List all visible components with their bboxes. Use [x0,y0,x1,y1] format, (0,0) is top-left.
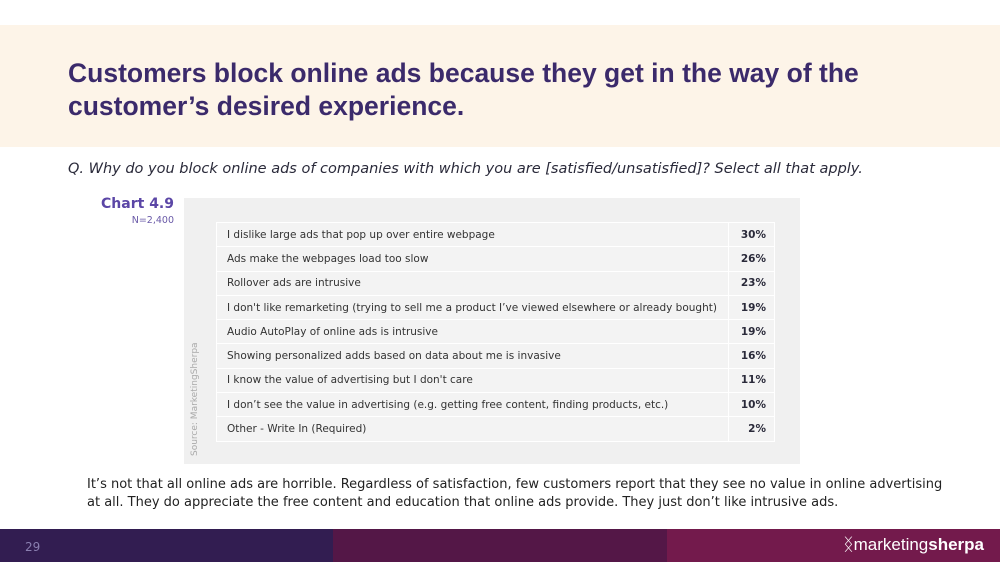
footer-bar [0,529,1000,562]
chart-label: Chart 4.9 [101,196,174,212]
source-label: Source: MarketingSherpa [190,342,200,456]
row-label: I don't like remarketing (trying to sell… [216,294,729,321]
page-number: 29 [25,540,41,554]
row-label: Other - Write In (Required) [216,416,729,442]
table-row: I don't like remarketing (trying to sell… [216,294,775,321]
logo-text: marketing [853,535,929,554]
row-value: 30% [728,221,775,248]
footer-segment [0,529,334,562]
footer-segment [333,529,667,562]
sample-size: N=2,400 [131,215,174,226]
row-label: I don’t see the value in advertising (e.… [216,392,729,418]
row-value: 19% [728,294,775,321]
row-value: 26% [728,246,775,272]
table-row: I dislike large ads that pop up over ent… [216,221,775,248]
title-banner [0,25,1000,147]
row-label: Rollover ads are intrusive [216,270,729,296]
row-label: Ads make the webpages load too slow [216,246,729,272]
table-row: I don’t see the value in advertising (e.… [216,392,775,418]
row-label: Audio AutoPlay of online ads is intrusiv… [216,319,729,345]
row-label: I know the value of advertising but I do… [216,367,729,394]
table-row: Ads make the webpages load too slow 26% [216,246,775,272]
logo-icon: ᛝ [843,535,854,554]
row-value: 2% [728,416,775,442]
page-title: Customers block online ads because they … [68,58,859,121]
body-text: It’s not that all online ads are horribl… [87,477,943,510]
row-value: 23% [728,270,775,296]
results-table: I dislike large ads that pop up over ent… [216,221,775,442]
row-value: 10% [728,392,775,418]
table-row: Other - Write In (Required) 2% [216,416,775,442]
row-value: 19% [728,319,775,345]
table-row: Audio AutoPlay of online ads is intrusiv… [216,319,775,345]
row-label: Showing personalized adds based on data … [216,343,729,369]
row-value: 11% [728,367,775,394]
survey-question: Q. Why do you block online ads of compan… [68,161,863,177]
table-row: Showing personalized adds based on data … [216,343,775,369]
table-row: Rollover ads are intrusive 23% [216,270,775,296]
row-label: I dislike large ads that pop up over ent… [216,221,729,248]
table-row: I know the value of advertising but I do… [216,367,775,394]
row-value: 16% [728,343,775,369]
footer-segment [666,529,1000,562]
logo-text-bold: sherpa [928,535,984,554]
marketingsherpa-logo: ᛝmarketingsherpa [843,535,984,555]
